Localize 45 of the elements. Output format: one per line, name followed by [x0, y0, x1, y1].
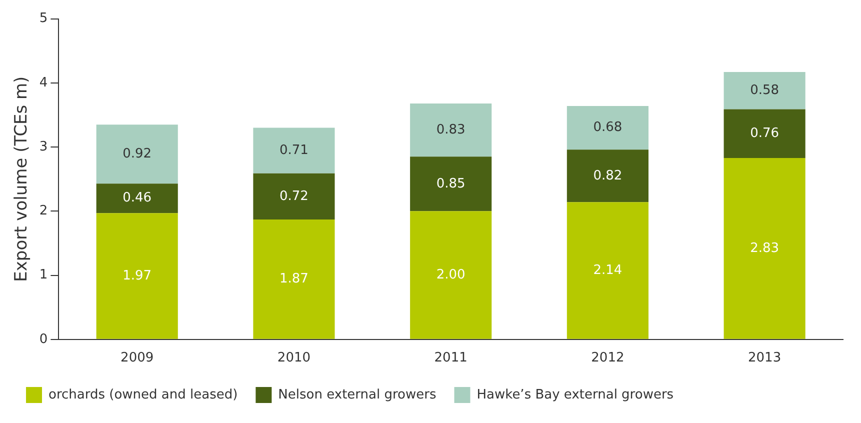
- bar: [566, 106, 648, 150]
- data-label: 0.46: [122, 190, 152, 206]
- y-axis-title: Export volume (TCEs m): [12, 76, 32, 282]
- bar: [96, 124, 178, 184]
- data-label: 0.85: [436, 176, 466, 192]
- x-tick-label: 2012: [591, 350, 624, 366]
- bar: [253, 219, 335, 339]
- y-tick-label: 4: [39, 75, 48, 90]
- bar: [410, 156, 492, 212]
- bar: [96, 184, 178, 214]
- data-label: 0.76: [750, 126, 780, 141]
- y-tick-label: 5: [39, 11, 48, 26]
- bar: [566, 202, 648, 339]
- bar: [253, 128, 335, 174]
- data-label: 0.68: [593, 120, 622, 136]
- data-label: 0.71: [279, 142, 308, 158]
- bar: [566, 150, 648, 202]
- bar: [410, 211, 492, 339]
- legend-label: orchards (owned and leased): [48, 387, 238, 402]
- bar: [410, 103, 492, 157]
- data-label: 1.97: [122, 268, 152, 284]
- data-label: 2.83: [750, 240, 780, 256]
- bar: [724, 109, 806, 158]
- data-label: 0.92: [122, 146, 152, 162]
- x-tick-label: 2013: [748, 350, 782, 366]
- bar: [724, 158, 806, 339]
- y-tick-label: 0: [39, 332, 48, 347]
- bar: [253, 173, 335, 220]
- data-label: 2.00: [436, 267, 466, 282]
- legend-label: Hawke’s Bay external growers: [476, 387, 674, 402]
- data-label: 1.87: [279, 272, 308, 287]
- data-label: 0.82: [593, 168, 622, 184]
- y-tick-label: 1: [39, 268, 48, 283]
- data-label: 0.83: [436, 122, 466, 138]
- y-tick-label: 2: [39, 204, 48, 219]
- x-tick-label: 2009: [120, 350, 154, 366]
- data-label: 0.58: [750, 82, 780, 98]
- bar: [96, 213, 178, 339]
- data-label: 0.72: [279, 188, 308, 204]
- x-tick-label: 2010: [277, 350, 311, 366]
- data-label: 2.14: [593, 262, 622, 278]
- y-tick-label: 3: [39, 139, 48, 154]
- bar: [724, 72, 806, 110]
- legend-label: Nelson external growers: [278, 387, 436, 402]
- x-tick-label: 2011: [434, 350, 468, 366]
